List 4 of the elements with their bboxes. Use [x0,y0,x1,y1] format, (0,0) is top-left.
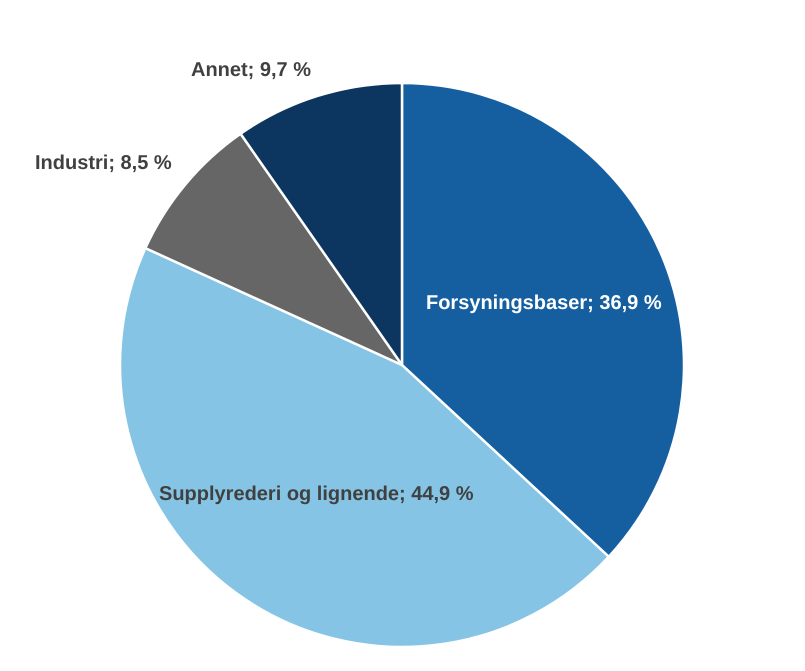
slice-label: Forsyningsbaser; 36,9 % [426,292,662,314]
slice-label: Supplyrederi og lignende; 44,9 % [159,483,474,505]
slice-label: Annet; 9,7 % [191,59,312,81]
slice-label: Industri; 8,5 % [35,152,172,174]
